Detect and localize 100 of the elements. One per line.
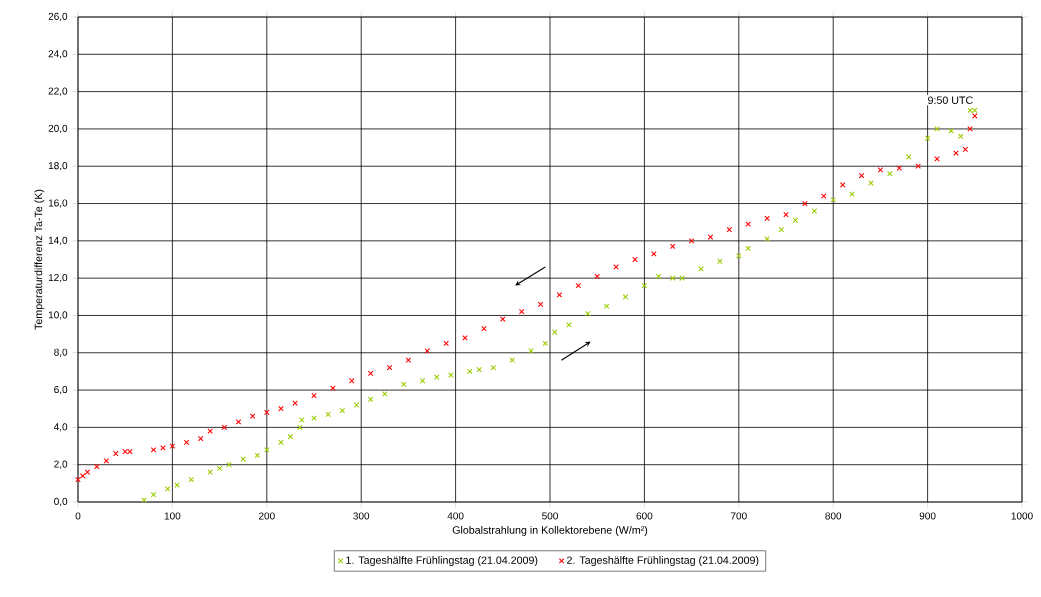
x-tick-label: 200 <box>258 512 275 520</box>
point <box>122 448 129 455</box>
point <box>603 303 610 309</box>
point <box>466 368 473 375</box>
point <box>325 411 331 418</box>
point <box>518 308 525 315</box>
y-tick-label: 4,0 <box>53 423 68 432</box>
point <box>339 407 346 414</box>
point <box>278 439 284 446</box>
point <box>183 439 190 446</box>
point <box>235 418 242 425</box>
point <box>641 282 648 289</box>
point <box>745 221 752 227</box>
point <box>669 243 676 250</box>
point <box>778 226 785 233</box>
point <box>367 370 374 377</box>
point <box>311 392 317 399</box>
point <box>221 424 228 431</box>
point <box>896 165 903 171</box>
point <box>490 364 497 371</box>
point <box>556 292 563 298</box>
point <box>688 238 695 244</box>
point <box>112 450 119 457</box>
point <box>278 405 284 412</box>
point <box>698 266 704 272</box>
x-tick-label: 300 <box>353 512 370 520</box>
point <box>905 154 912 160</box>
point <box>433 374 440 380</box>
point <box>197 435 204 442</box>
point <box>287 433 294 440</box>
point <box>957 133 964 140</box>
point <box>164 486 171 492</box>
point <box>594 273 601 280</box>
point <box>419 377 426 384</box>
point <box>226 461 232 468</box>
point <box>783 211 789 218</box>
point <box>887 170 893 177</box>
y-tick-label: 12,0 <box>48 274 68 283</box>
point <box>481 325 487 332</box>
y-tick-label: 22,0 <box>48 87 68 96</box>
point <box>792 217 799 224</box>
point <box>811 208 818 214</box>
point <box>707 234 714 240</box>
point <box>726 226 733 233</box>
point <box>75 476 81 483</box>
point <box>94 463 100 470</box>
point <box>820 193 827 199</box>
y-tick-label: 14,0 <box>48 236 68 245</box>
point <box>405 357 412 364</box>
y-tick-label: 24,0 <box>48 50 68 59</box>
point <box>367 396 374 403</box>
x-tick-label: 700 <box>730 512 747 520</box>
point <box>802 200 808 207</box>
point <box>386 364 393 371</box>
x-tick-label: 600 <box>636 512 653 520</box>
point <box>551 329 558 336</box>
point <box>240 456 247 462</box>
y-axis-title: Temperaturdifferenz Ta-Te (K) <box>34 189 45 330</box>
point <box>745 245 752 252</box>
x-tick-label: 900 <box>919 512 936 520</box>
point <box>298 417 305 423</box>
point <box>575 282 582 289</box>
point <box>849 191 855 198</box>
point <box>764 215 770 222</box>
point <box>476 366 483 373</box>
x-tick-label: 800 <box>825 512 842 520</box>
point <box>424 348 431 354</box>
point <box>84 469 91 475</box>
point <box>655 273 662 280</box>
point <box>953 150 959 156</box>
point <box>764 236 770 242</box>
y-tick-label: 10,0 <box>48 311 68 320</box>
point <box>622 294 629 300</box>
x-tick-label: 1000 <box>1011 512 1033 520</box>
y-tick-label: 26,0 <box>48 12 68 22</box>
point <box>264 409 270 416</box>
point <box>839 182 846 188</box>
point <box>934 155 940 162</box>
point <box>103 458 110 464</box>
point <box>330 385 336 392</box>
point <box>632 256 638 263</box>
y-tick-label: 0,0 <box>54 497 68 507</box>
point <box>669 275 676 281</box>
point <box>462 335 468 341</box>
point <box>297 424 303 431</box>
point <box>537 301 544 308</box>
point <box>962 146 969 153</box>
point <box>188 476 195 483</box>
point <box>169 443 176 449</box>
point <box>924 135 931 142</box>
point <box>542 340 549 347</box>
legend-label: 2. Tageshälfte Frühlingstag (21.04.2009) <box>567 556 759 567</box>
point <box>566 321 572 328</box>
point <box>174 482 180 489</box>
y-tick-label: 16,0 <box>48 199 68 208</box>
point <box>150 446 157 453</box>
y-tick-label: 2,0 <box>54 460 68 469</box>
point <box>79 473 86 479</box>
point <box>400 381 407 388</box>
point <box>348 377 355 384</box>
